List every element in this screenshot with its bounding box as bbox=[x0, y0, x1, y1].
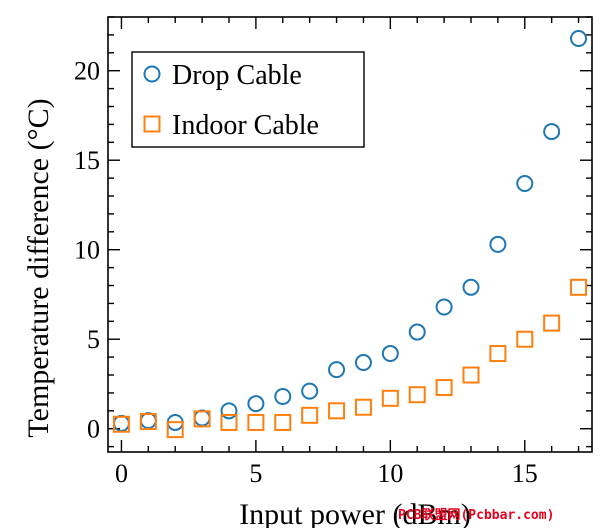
x-tick-label: 15 bbox=[512, 459, 538, 488]
data-point bbox=[435, 379, 453, 397]
data-point bbox=[543, 314, 561, 332]
data-point bbox=[166, 421, 184, 439]
x-tick-label: 10 bbox=[377, 459, 403, 488]
data-point bbox=[462, 366, 480, 384]
data-point bbox=[139, 413, 157, 431]
data-point bbox=[112, 414, 130, 432]
y-axis-title: Temperature difference (°C) bbox=[22, 98, 55, 437]
y-tick-label: 10 bbox=[74, 236, 100, 265]
data-point bbox=[489, 345, 507, 363]
legend-marker bbox=[143, 115, 161, 133]
y-tick-label: 15 bbox=[74, 146, 100, 175]
data-point bbox=[193, 409, 211, 427]
series-indoor-cable bbox=[112, 278, 588, 439]
data-point bbox=[462, 278, 480, 296]
data-point bbox=[220, 402, 238, 420]
data-point bbox=[274, 388, 292, 406]
data-point bbox=[112, 415, 130, 433]
data-point bbox=[516, 330, 534, 348]
data-point bbox=[570, 278, 588, 296]
data-point bbox=[193, 410, 211, 428]
data-series bbox=[112, 29, 588, 439]
plot-frame bbox=[107, 16, 593, 453]
data-point bbox=[354, 398, 372, 416]
legend-label: Indoor Cable bbox=[172, 110, 319, 141]
legend-marker bbox=[143, 65, 161, 83]
y-tick-label: 20 bbox=[74, 57, 100, 86]
watermark-text: PCB联盟网(Pcbbar.com) bbox=[398, 507, 554, 523]
data-point bbox=[381, 345, 399, 363]
y-tick-label: 0 bbox=[87, 415, 100, 444]
legend: Drop Cable Indoor Cable bbox=[131, 51, 365, 148]
data-point bbox=[301, 382, 319, 400]
x-tick-label: 5 bbox=[249, 459, 262, 488]
data-point bbox=[139, 412, 157, 430]
data-point bbox=[516, 174, 534, 192]
data-point bbox=[543, 123, 561, 141]
data-point bbox=[328, 361, 346, 379]
data-point bbox=[328, 402, 346, 420]
data-point bbox=[247, 395, 265, 413]
data-point bbox=[301, 406, 319, 424]
tick-marks bbox=[108, 16, 592, 452]
data-point bbox=[247, 413, 265, 431]
data-point bbox=[435, 298, 453, 316]
legend-box bbox=[131, 51, 365, 148]
data-point bbox=[220, 413, 238, 431]
y-tick-label: 5 bbox=[87, 325, 100, 354]
tick-labels: 0 5 10 15 0 5 10 15 20 bbox=[74, 57, 538, 488]
data-point bbox=[274, 413, 292, 431]
x-tick-label: 0 bbox=[115, 459, 128, 488]
data-point bbox=[381, 389, 399, 407]
axes bbox=[107, 16, 593, 453]
data-point bbox=[408, 323, 426, 341]
data-point bbox=[570, 29, 588, 47]
legend-label: Drop Cable bbox=[172, 60, 302, 91]
data-point bbox=[354, 353, 372, 371]
data-point bbox=[489, 235, 507, 253]
x-axis-title: Input power (dBm) bbox=[239, 498, 471, 528]
data-point bbox=[408, 386, 426, 404]
